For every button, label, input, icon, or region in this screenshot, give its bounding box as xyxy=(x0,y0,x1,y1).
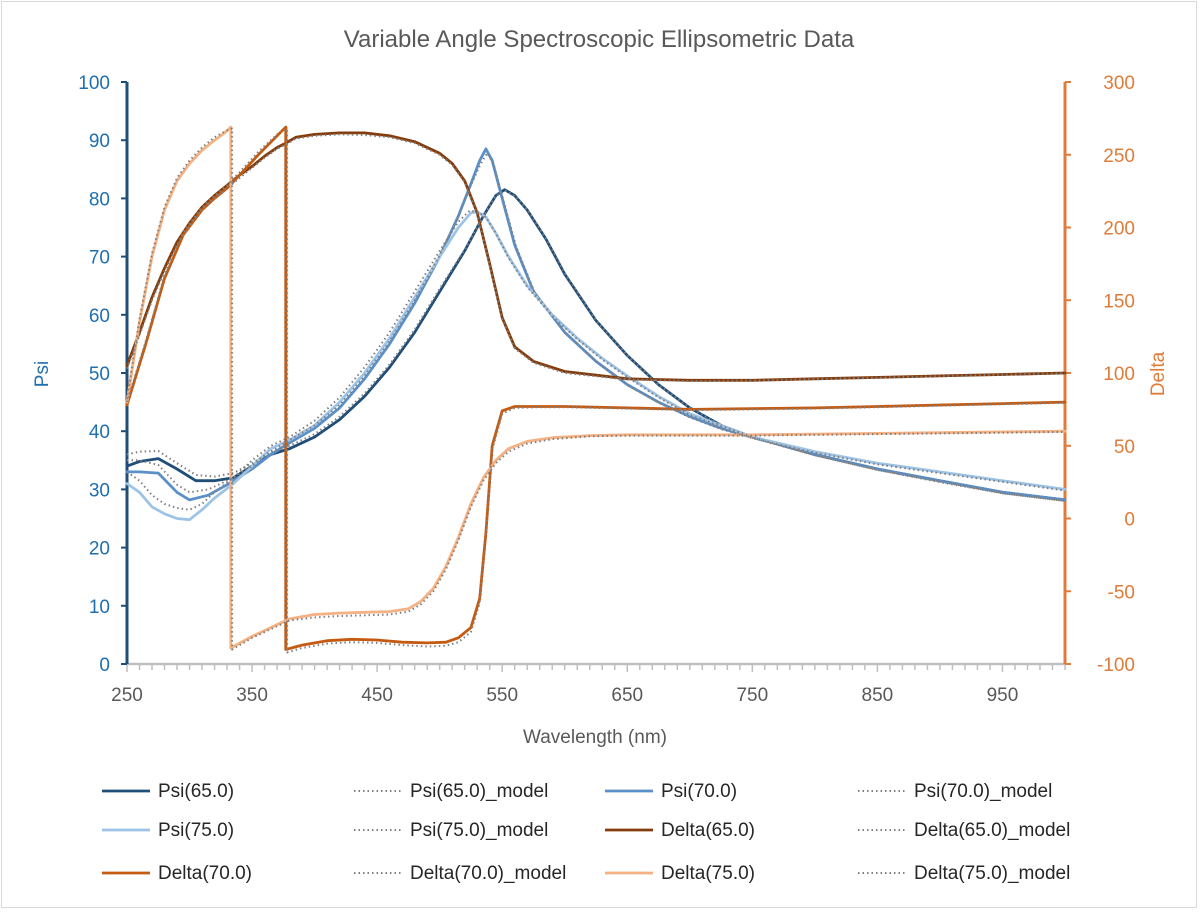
y-tick-label: 0 xyxy=(99,655,110,676)
y-tick-label: 70 xyxy=(89,248,110,269)
legend-label: Psi(75.0) xyxy=(158,820,234,841)
x-tick-label: 650 xyxy=(611,685,643,706)
series-delta650 xyxy=(125,131,1067,382)
legend-item: Delta(65.0) xyxy=(605,820,755,841)
legend-item: Psi(75.0)_model xyxy=(354,820,548,841)
series-psi700-model xyxy=(127,152,1066,502)
x-tick-label: 950 xyxy=(987,685,1019,706)
plot-area xyxy=(125,125,1067,654)
y-tick-label: 40 xyxy=(89,422,110,443)
y-tick-label: 90 xyxy=(89,131,110,152)
y2-axis-label: Delta xyxy=(1148,351,1169,396)
legend-item: Delta(70.0) xyxy=(102,863,252,884)
legend-label: Delta(65.0)_model xyxy=(914,820,1070,841)
x-tick-label: 350 xyxy=(236,685,268,706)
axes: 250 350 450 550 650 750 850 950 0 10 20 30 40 50 60 70 8… xyxy=(78,73,1135,706)
y2-tick-label: -100 xyxy=(1097,655,1135,676)
x-tick-label: 750 xyxy=(736,685,768,706)
y2-tick-label: 250 xyxy=(1103,146,1135,167)
y-axis-label: Psi xyxy=(32,361,53,387)
series-psi750 xyxy=(125,210,1067,522)
y2-tick-label: 50 xyxy=(1114,437,1135,458)
chart-title: Variable Angle Spectroscopic Ellipsometr… xyxy=(344,26,855,53)
legend-item: Psi(65.0) xyxy=(102,781,234,802)
y-tick-label: 10 xyxy=(89,597,110,618)
y2-tick-label: 0 xyxy=(1124,510,1135,531)
x-tick-label: 850 xyxy=(862,685,894,706)
legend-label: Delta(70.0)_model xyxy=(410,863,566,884)
legend-item: Delta(65.0)_model xyxy=(858,820,1070,841)
legend-label: Psi(70.0) xyxy=(661,781,737,802)
legend-item: Delta(75.0) xyxy=(605,863,755,884)
legend: Psi(65.0) Psi(65.0)_model Psi(70.0) Psi(70.… xyxy=(102,781,1070,884)
y2-tick-label: 200 xyxy=(1103,219,1135,240)
legend-label: Delta(75.0)_model xyxy=(914,863,1070,884)
series-delta750 xyxy=(125,125,1067,650)
x-axis-label: Wavelength (nm) xyxy=(523,727,667,748)
y-tick-label: 60 xyxy=(89,306,110,327)
series-delta700-model xyxy=(126,127,1066,654)
series-delta650-model xyxy=(126,133,1066,382)
x-tick-label: 250 xyxy=(111,685,143,706)
y-tick-label: 50 xyxy=(89,364,110,385)
y-tick-label: 80 xyxy=(89,189,110,210)
legend-label: Delta(65.0) xyxy=(661,820,755,841)
y-tick-label: 30 xyxy=(89,480,110,501)
legend-label: Delta(75.0) xyxy=(661,863,755,884)
y2-tick-label: -50 xyxy=(1108,582,1135,603)
legend-label: Psi(65.0)_model xyxy=(410,781,548,802)
y2-tick-label: 100 xyxy=(1103,364,1135,385)
legend-label: Delta(70.0) xyxy=(158,863,252,884)
legend-item: Psi(70.0) xyxy=(605,781,737,802)
legend-item: Psi(75.0) xyxy=(102,820,234,841)
series-delta700 xyxy=(125,125,1067,651)
y-tick-label: 100 xyxy=(78,73,110,94)
legend-label: Psi(70.0)_model xyxy=(914,781,1052,802)
x-tick-label: 450 xyxy=(361,685,393,706)
legend-item: Delta(75.0)_model xyxy=(858,863,1070,884)
y-tick-label: 20 xyxy=(89,539,110,560)
y2-tick-label: 150 xyxy=(1103,291,1135,312)
legend-item: Delta(70.0)_model xyxy=(354,863,566,884)
legend-label: Psi(65.0) xyxy=(158,781,234,802)
y2-tick-label: 300 xyxy=(1103,73,1135,94)
x-tick-label: 550 xyxy=(486,685,518,706)
legend-item: Psi(65.0)_model xyxy=(354,781,548,802)
series-psi700 xyxy=(125,147,1067,502)
series-psi650-model xyxy=(126,189,1066,502)
legend-label: Psi(75.0)_model xyxy=(410,820,548,841)
series-delta750-model xyxy=(126,127,1066,651)
legend-item: Psi(70.0)_model xyxy=(858,781,1052,802)
